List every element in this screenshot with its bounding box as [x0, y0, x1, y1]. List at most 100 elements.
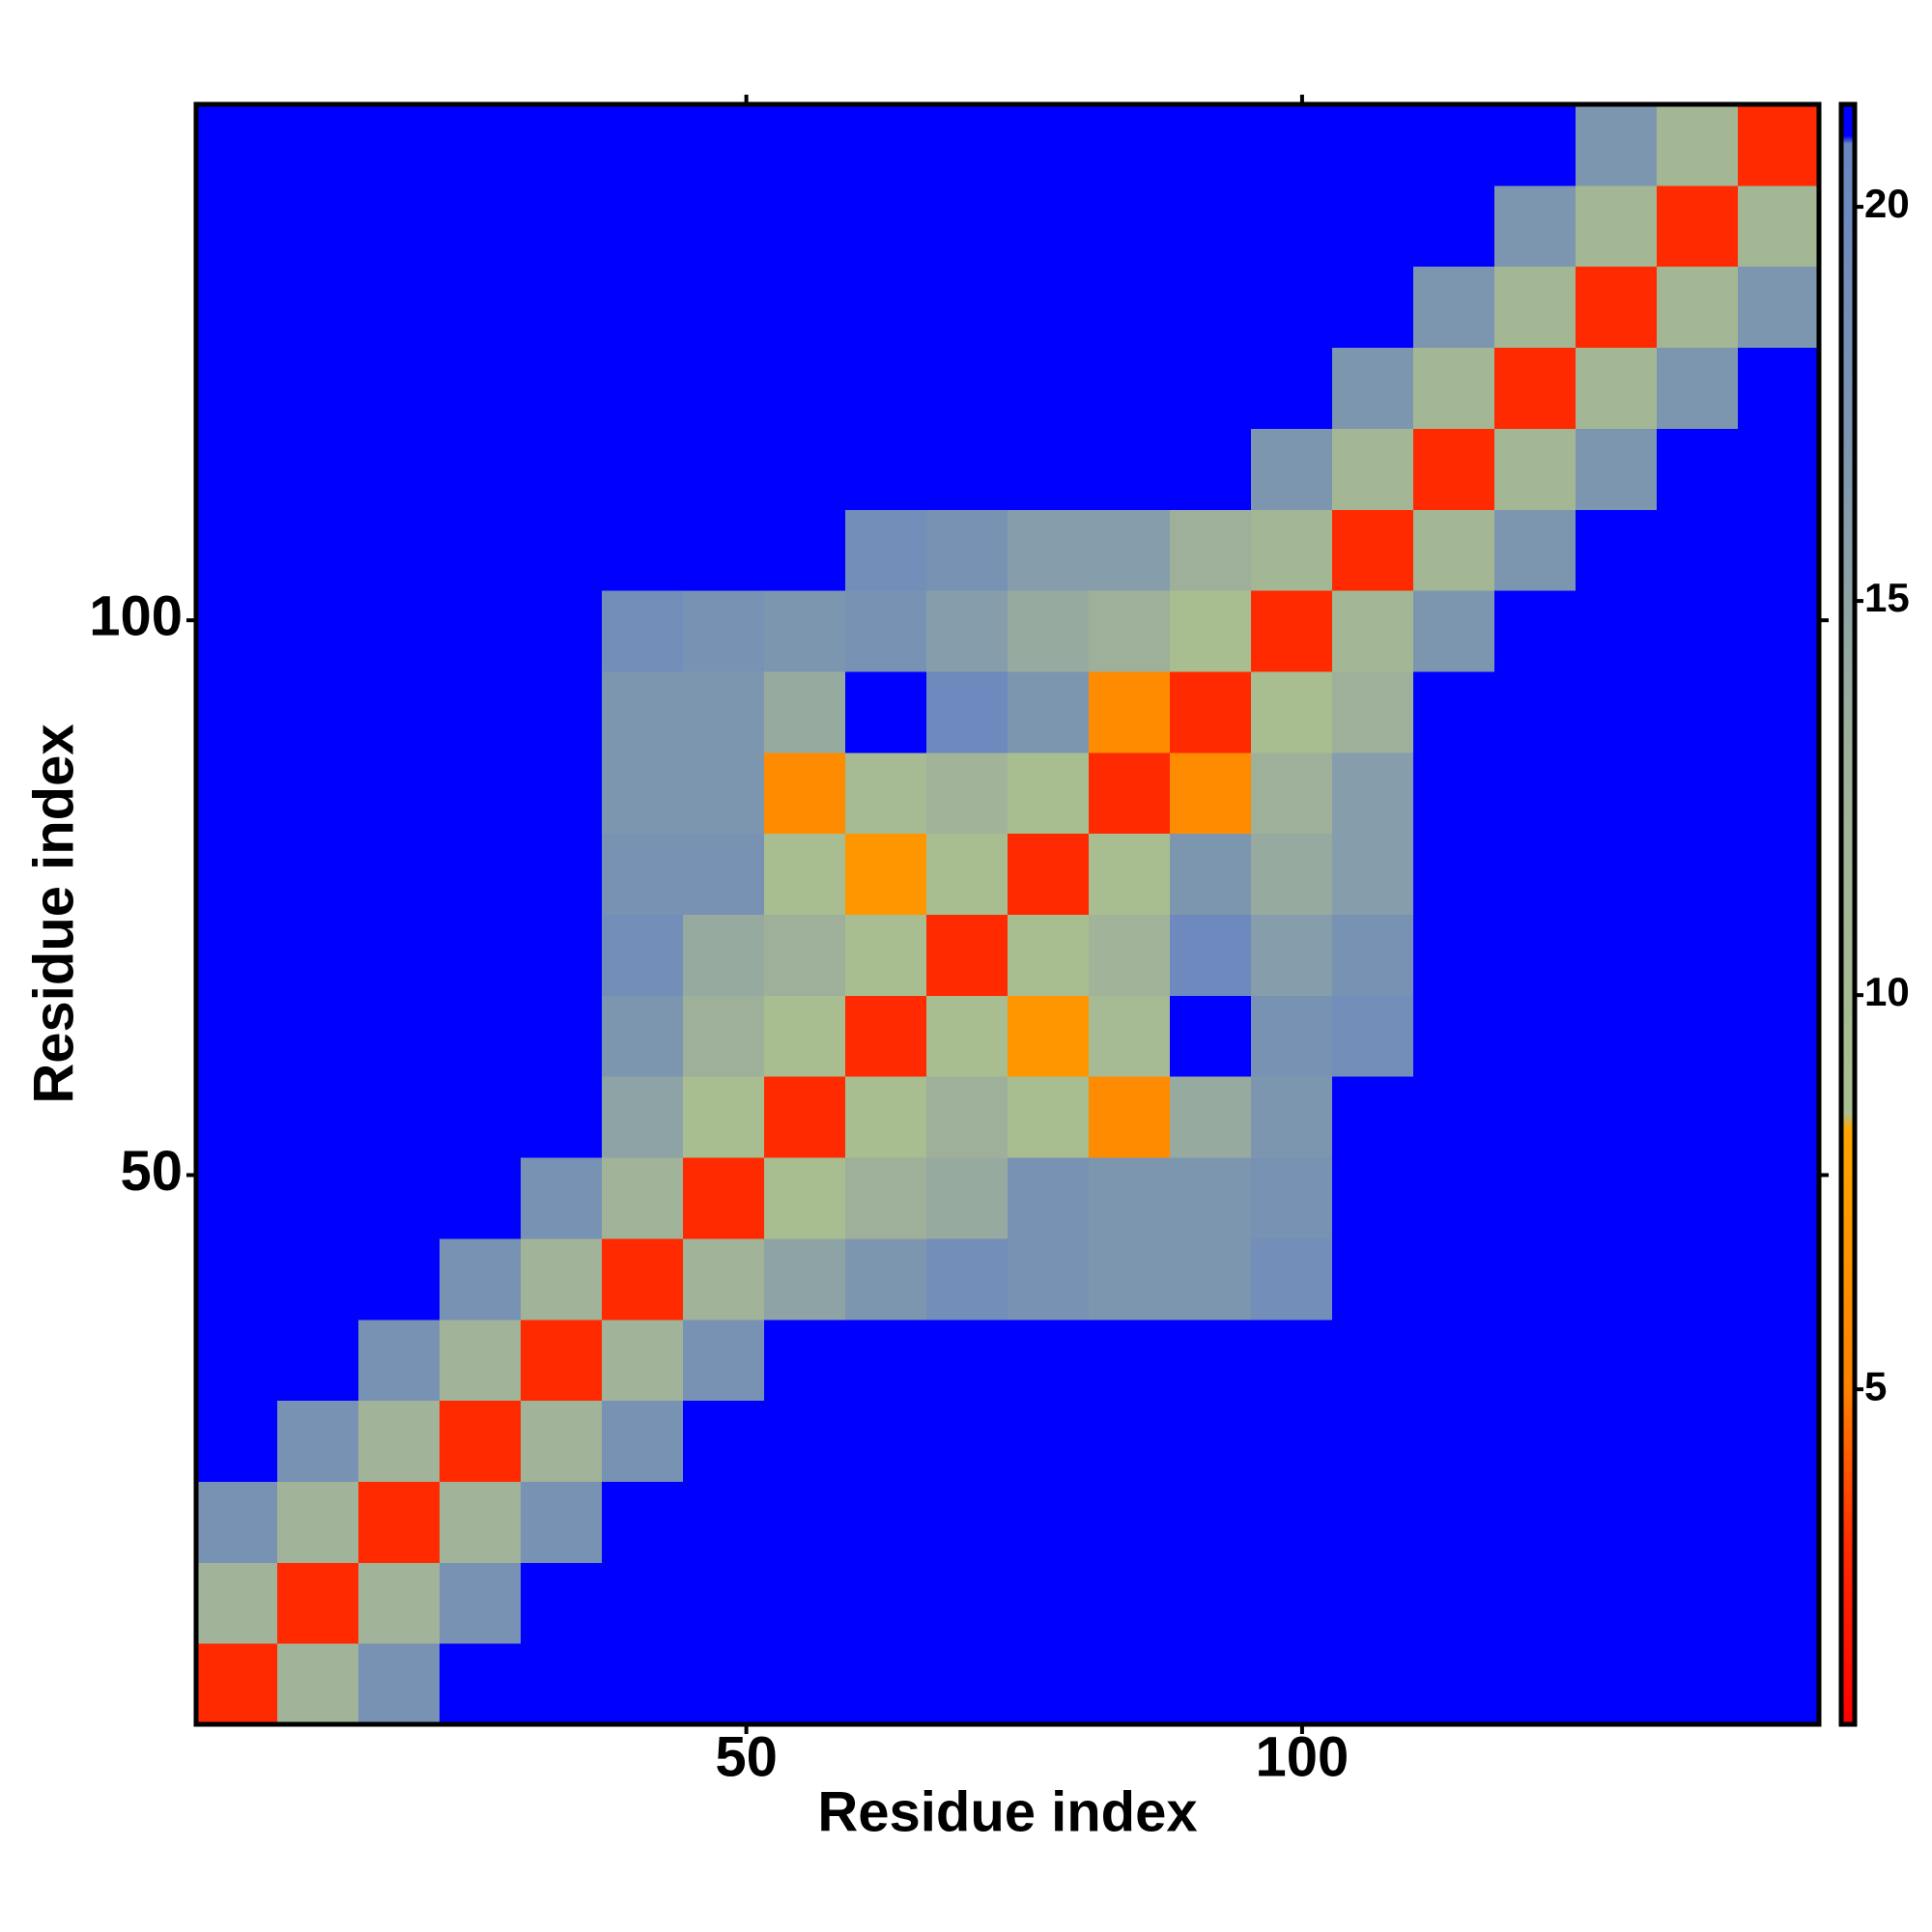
- heatmap-cell: [1251, 752, 1333, 835]
- heatmap-cell: [1657, 104, 1739, 186]
- heatmap-cell: [1332, 914, 1414, 996]
- heatmap-cell: [521, 185, 603, 268]
- heatmap-cell: [1170, 1481, 1252, 1563]
- heatmap-cell: [764, 670, 846, 753]
- heatmap-cell: [845, 670, 927, 753]
- heatmap-cell: [1738, 590, 1820, 672]
- heatmap-cell: [926, 670, 1009, 753]
- heatmap-cell: [521, 428, 603, 510]
- heatmap-cell: [1413, 995, 1495, 1077]
- heatmap-cell: [1413, 347, 1495, 429]
- heatmap-cell: [1251, 428, 1333, 510]
- heatmap-cell: [602, 104, 684, 186]
- heatmap-cell: [1738, 914, 1820, 996]
- heatmap-cell: [1251, 509, 1333, 591]
- heatmap-cell: [845, 509, 927, 591]
- heatmap-cell: [1008, 1319, 1090, 1402]
- heatmap-cell: [1332, 428, 1414, 510]
- heatmap-cell: [602, 1562, 684, 1644]
- x-axis-title: Residue index: [817, 1780, 1197, 1843]
- heatmap-cell: [1657, 752, 1739, 835]
- heatmap-cell: [1576, 590, 1658, 672]
- heatmap-cell: [683, 1481, 765, 1563]
- heatmap-cell: [1738, 1319, 1820, 1402]
- heatmap-cell: [1251, 1400, 1333, 1482]
- heatmap-cell: [440, 509, 522, 591]
- heatmap-cell: [1494, 1076, 1577, 1158]
- heatmap-cell: [1413, 833, 1495, 915]
- heatmap-cell: [1413, 509, 1495, 591]
- heatmap-cell: [521, 1076, 603, 1158]
- heatmap-cell: [1170, 1157, 1252, 1239]
- x-tick-label: 100: [1256, 1725, 1350, 1788]
- heatmap-cell: [1170, 185, 1252, 268]
- heatmap-cell: [1494, 1237, 1577, 1321]
- heatmap-cell: [1008, 347, 1090, 429]
- heatmap-cell: [1413, 104, 1495, 186]
- heatmap-cell: [1657, 347, 1739, 429]
- heatmap-cell: [683, 1157, 765, 1239]
- heatmap-cell: [1089, 914, 1171, 996]
- heatmap-cell: [1494, 1481, 1577, 1563]
- heatmap-cell: [1332, 833, 1414, 915]
- heatmap-cell: [1413, 914, 1495, 996]
- heatmap-cell: [1332, 1157, 1414, 1239]
- heatmap-cell: [521, 1481, 603, 1563]
- heatmap-cell: [196, 670, 278, 753]
- heatmap-cell: [521, 590, 603, 672]
- heatmap-cell: [521, 1319, 603, 1402]
- heatmap-cell: [1089, 266, 1171, 349]
- heatmap-cell: [1332, 752, 1414, 835]
- heatmap-cell: [196, 509, 278, 591]
- heatmap-cell: [440, 1562, 522, 1644]
- heatmap-cell: [277, 752, 359, 835]
- heatmap-cell: [1332, 1643, 1414, 1725]
- heatmap-cell: [764, 590, 846, 672]
- heatmap-cell: [1170, 1643, 1252, 1725]
- heatmap-cell: [1332, 1400, 1414, 1482]
- heatmap-cell: [358, 509, 440, 591]
- heatmap-cell: [845, 752, 927, 835]
- heatmap-cell: [521, 1400, 603, 1482]
- heatmap-cell: [521, 347, 603, 429]
- heatmap-cell: [1576, 185, 1658, 268]
- heatmap-cell: [1251, 914, 1333, 996]
- heatmap-cell: [1738, 1481, 1820, 1563]
- heatmap-cell: [277, 185, 359, 268]
- heatmap-cell: [1332, 1481, 1414, 1563]
- heatmap-cell: [1170, 752, 1252, 835]
- heatmap-cell: [1576, 1076, 1658, 1158]
- heatmap-cell: [1576, 104, 1658, 186]
- heatmap-cell: [1657, 1157, 1739, 1239]
- heatmap-cell: [1657, 428, 1739, 510]
- colorbar: [1838, 101, 1858, 1727]
- heatmap-cell: [1008, 670, 1090, 753]
- heatmap-cell: [440, 185, 522, 268]
- heatmap-cell: [764, 428, 846, 510]
- heatmap-cell: [196, 995, 278, 1077]
- colorbar-tick-label: 20: [1864, 181, 1910, 226]
- heatmap-cell: [1251, 1157, 1333, 1239]
- heatmap-cell: [196, 833, 278, 915]
- heatmap-cell: [440, 590, 522, 672]
- heatmap-cell: [521, 752, 603, 835]
- heatmap-cell: [1332, 670, 1414, 753]
- heatmap-cell: [1738, 752, 1820, 835]
- heatmap-cell: [1576, 995, 1658, 1077]
- heatmap-cell: [926, 347, 1009, 429]
- heatmap-cell: [764, 104, 846, 186]
- heatmap-cell: [358, 1400, 440, 1482]
- heatmap-cell: [196, 1562, 278, 1644]
- heatmap-cell: [602, 428, 684, 510]
- heatmap-cell: [1738, 1562, 1820, 1644]
- heatmap-cell: [358, 347, 440, 429]
- heatmap-cell: [196, 1400, 278, 1482]
- heatmap-cell: [1332, 104, 1414, 186]
- heatmap-cell: [277, 1562, 359, 1644]
- heatmap-cell: [1008, 752, 1090, 835]
- heatmap-cell: [602, 1076, 684, 1158]
- heatmap-cell: [926, 1237, 1009, 1321]
- heatmap-cell: [277, 995, 359, 1077]
- heatmap-cell: [1008, 1076, 1090, 1158]
- heatmap-cell: [358, 185, 440, 268]
